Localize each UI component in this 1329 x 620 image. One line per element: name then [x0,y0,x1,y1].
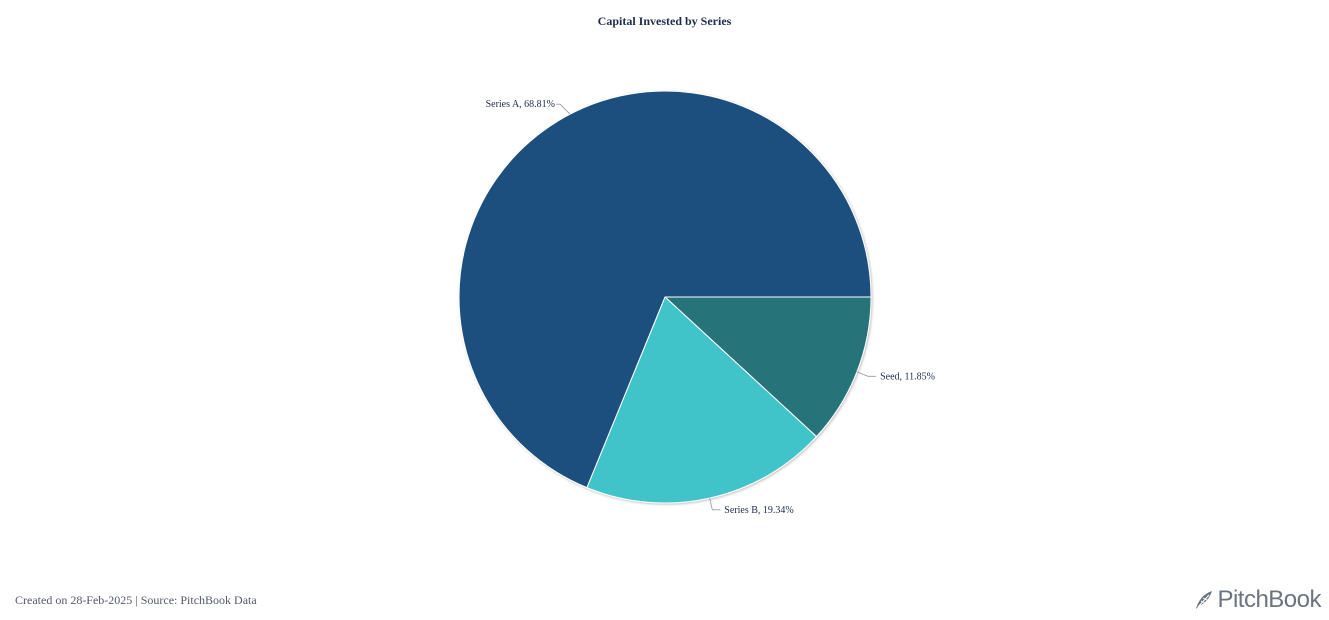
label-leader-line [856,371,877,377]
label-leader-line [709,498,721,511]
data-label-seed: Seed, 11.85% [880,371,935,382]
data-label-series-a: Series A, 68.81% [486,99,555,110]
pie-slice-seed[interactable] [663,296,872,438]
pie-slice-series-a[interactable] [458,90,872,489]
chart-title: Capital Invested by Series [597,14,732,28]
data-label-series-b: Series B, 19.34% [724,505,793,516]
pitchbook-feather-icon [1196,591,1213,609]
label-leader-line [556,103,571,115]
pitchbook-logo: PitchBook [1193,586,1321,614]
brand-name: PitchBook [1217,586,1321,613]
footer-source-note: Created on 28-Feb-2025 | Source: PitchBo… [15,593,257,607]
